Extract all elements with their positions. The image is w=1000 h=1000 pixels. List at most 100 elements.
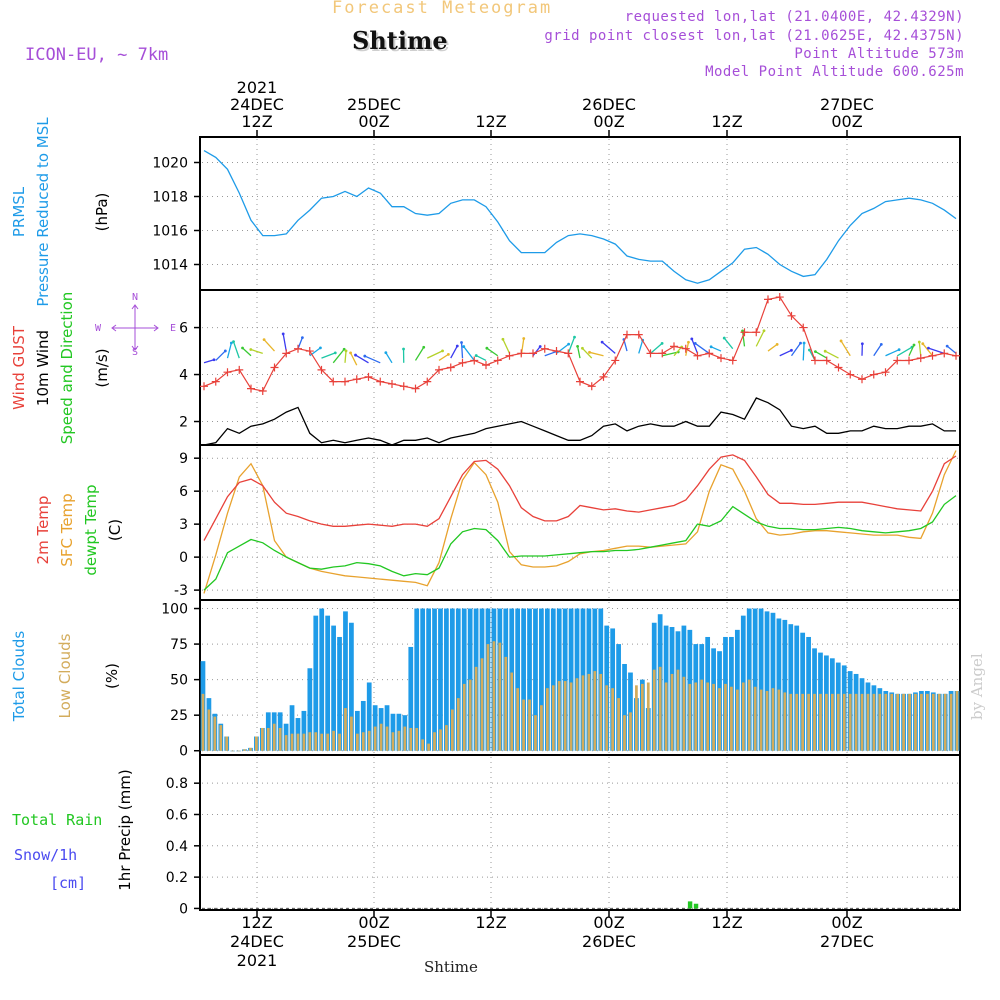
wind-gust-marker: [670, 342, 678, 351]
low-clouds-bar: [207, 709, 211, 751]
wind-direction-arrowhead: [897, 348, 901, 352]
wind-direction-arrow: [544, 350, 557, 357]
wind-direction-title: Speed and Direction: [58, 292, 76, 445]
footer-location: Shtime: [424, 958, 478, 976]
temp-2m-title: 2m Temp: [34, 496, 52, 565]
snow-title: Snow/1h: [14, 846, 77, 864]
wind-direction-arrowhead: [814, 350, 817, 353]
wind-direction-arrow: [815, 351, 828, 359]
low-clouds-bar: [373, 726, 377, 751]
low-clouds-bar: [433, 732, 436, 751]
low-clouds-bar: [896, 693, 900, 751]
low-clouds-bar: [730, 686, 733, 751]
low-clouds-bar: [456, 698, 460, 751]
wind-direction-arrow: [414, 346, 425, 361]
top-time-label: 24DEC: [230, 95, 284, 114]
y-tick-label: 1014: [152, 258, 188, 274]
wind-gust-marker: [200, 382, 208, 391]
total-clouds-bar: [539, 608, 544, 751]
low-clouds-bar: [890, 693, 894, 751]
top-time-label: 00Z: [831, 112, 862, 131]
low-clouds-bar: [914, 693, 917, 751]
low-clouds-bar: [409, 727, 413, 751]
total-clouds-bar: [764, 611, 770, 751]
total-clouds-bar: [301, 710, 307, 751]
wind-direction-arrowhead: [860, 342, 864, 346]
bottom-time-label: 24DEC: [230, 932, 284, 951]
wind-direction-arrowhead: [455, 344, 459, 348]
y-tick-label: 9: [179, 451, 188, 467]
wind-direction-arrowhead: [441, 349, 444, 353]
total-clouds-bar: [366, 682, 372, 751]
low-clouds-bar: [747, 679, 751, 751]
y-tick-label: 0: [179, 901, 188, 917]
wind-direction-arrow: [321, 352, 336, 359]
wind-direction-arrowhead: [300, 336, 304, 340]
low-clouds-bar: [569, 682, 573, 751]
low-clouds-bar: [468, 679, 472, 751]
dewpt-temp-title: dewpt Temp: [82, 484, 100, 575]
low-clouds-bar: [397, 730, 401, 751]
wind-gust-marker: [893, 356, 902, 365]
low-clouds-bar: [652, 669, 656, 751]
total-clouds-bar: [568, 608, 574, 751]
top-time-label: 2021: [237, 78, 278, 97]
wind-direction-arrow: [475, 355, 487, 362]
low-clouds-bar: [350, 716, 353, 751]
wind-direction-arrowhead: [945, 344, 949, 348]
total-clouds-bar: [556, 608, 562, 751]
total-clouds-bar: [337, 636, 342, 751]
low-clouds-bar: [338, 733, 341, 751]
wind-gust-marker: [376, 377, 385, 386]
bottom-time-label: 00Z: [831, 913, 862, 932]
wind-direction-arrowhead: [249, 348, 253, 351]
wind-direction-arrow: [460, 342, 464, 359]
low-clouds-bar: [219, 725, 223, 751]
wind-gust-marker: [411, 384, 420, 393]
wind-direction-arrowhead: [538, 345, 542, 348]
low-clouds-bar: [872, 693, 876, 751]
low-clouds-bar: [320, 733, 324, 751]
bottom-time-label: 12Z: [241, 913, 272, 932]
low-clouds-bar: [403, 726, 407, 751]
bottom-time-label: 12Z: [475, 913, 506, 932]
low-clouds-bar: [819, 693, 822, 751]
wind-direction-arrowhead: [349, 351, 352, 355]
low-clouds-bar: [617, 698, 620, 751]
total-clouds-bar: [307, 668, 313, 751]
total-clouds-bar: [455, 608, 461, 751]
wind-direction-arrow: [532, 346, 541, 357]
precip-unit: 1hr Precip (mm): [116, 769, 134, 890]
wind-gust-marker: [611, 356, 620, 365]
chart-super-title: Forecast Meteogram: [332, 0, 553, 18]
wind-direction-arrowhead: [693, 342, 697, 345]
wind-gust-marker: [634, 330, 643, 339]
total-clouds-bar: [788, 624, 794, 751]
wind-direction-arrowhead: [485, 346, 489, 350]
wind-title: 10m Wind: [34, 330, 52, 406]
wind-direction-arrow: [601, 341, 616, 354]
total-clouds-bar: [360, 700, 366, 751]
y-tick-label: 0: [179, 550, 188, 566]
low-clouds-bar: [379, 723, 383, 751]
y-tick-label: 4: [179, 368, 188, 384]
gust-title: Wind GUST: [10, 325, 28, 410]
total-clouds-bar: [289, 705, 295, 751]
y-tick-label: 100: [161, 602, 188, 618]
y-tick-label: 1018: [152, 190, 188, 206]
total-clouds-bar: [616, 644, 621, 751]
wind-direction-arrowhead: [588, 350, 591, 354]
wind-direction-arrow: [282, 333, 287, 352]
wind-direction-arrowhead: [790, 348, 793, 352]
low-clouds-bar: [302, 733, 306, 751]
total-clouds-bar: [794, 625, 800, 751]
wind-direction-arrowhead: [446, 352, 450, 356]
low-clouds-bar: [272, 723, 276, 751]
wind-direction-arrow: [263, 339, 275, 352]
wind-direction-arrow: [226, 342, 232, 359]
low-clouds-bar: [902, 693, 905, 751]
low-clouds-bar: [391, 732, 395, 751]
wind-direction-arrow: [790, 342, 802, 357]
low-clouds-bar: [825, 693, 828, 751]
wind-direction-arrowhead: [576, 344, 579, 348]
